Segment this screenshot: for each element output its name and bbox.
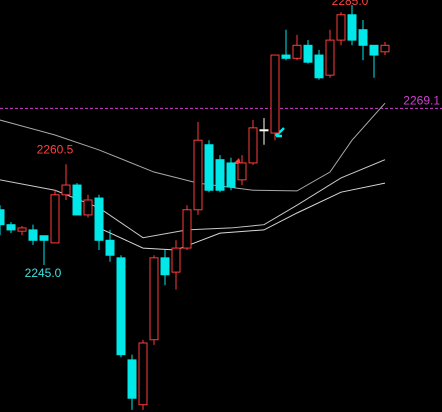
candle-body [314,54,324,79]
moving-average [0,102,386,192]
candle-body [171,247,181,273]
candle-body [160,257,170,276]
candle-body [94,197,104,241]
candle-body [116,257,126,356]
candle-body [347,14,357,41]
candle-body [28,229,38,241]
candle-body [127,359,137,399]
candle-body [303,44,313,63]
candle-body [105,239,115,256]
candle-body [193,139,203,211]
candle-body [281,54,291,59]
candle-body [61,184,71,196]
candle-body [83,199,93,216]
candle-body [292,44,302,59]
candle-body [182,209,192,249]
candle-body [215,159,225,191]
price-line-label: 2269.1 [403,94,440,108]
candle-body [369,44,379,56]
candle-body [270,54,280,134]
candle-body [380,44,390,53]
candle-body [0,209,5,226]
candle-body [6,224,16,231]
candle-body [50,194,60,244]
candle-body [325,39,335,76]
candle-body [336,14,346,41]
moving-average [98,182,386,251]
candle-body [204,144,214,191]
candle-body [259,129,269,132]
candle-body [226,162,236,188]
candle-body [39,235,49,241]
price-annotation: 2245.0 [25,266,62,280]
candle-body [248,127,258,164]
candle-body [72,184,82,216]
candle-body [17,227,27,232]
candle-body [138,342,148,406]
candle-body [358,29,368,46]
price-annotation: 2260.5 [37,142,74,156]
price-annotation: 2285.0 [332,0,369,8]
candle-body [149,257,159,341]
candle-body [237,162,247,181]
